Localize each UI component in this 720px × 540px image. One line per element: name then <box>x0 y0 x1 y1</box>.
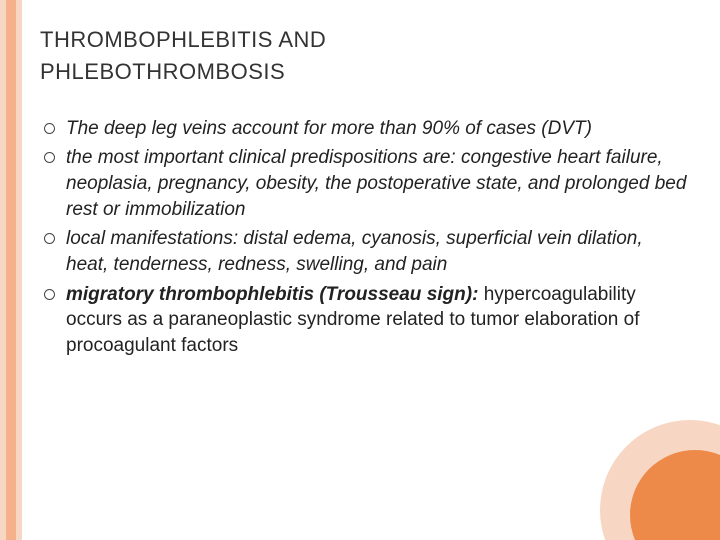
list-item: local manifestations: distal edema, cyan… <box>40 226 690 277</box>
left-accent-stripe-inner <box>6 0 16 540</box>
list-item: the most important clinical predispositi… <box>40 145 690 222</box>
bullet-bold-lead: migratory thrombophlebitis (Trousseau si… <box>66 284 484 305</box>
slide-content: THROMBOPHLEBITIS AND PHLEBOTHROMBOSIS Th… <box>40 24 690 363</box>
bullet-text: the most important clinical predispositi… <box>66 147 686 219</box>
list-item: The deep leg veins account for more than… <box>40 116 690 142</box>
list-item: migratory thrombophlebitis (Trousseau si… <box>40 282 690 359</box>
title-line-2: PHLEBOTHROMBOSIS <box>40 59 285 84</box>
bullet-text: The deep leg veins account for more than… <box>66 118 592 139</box>
title-line-1: THROMBOPHLEBITIS AND <box>40 27 326 52</box>
bullet-text: local manifestations: distal edema, cyan… <box>66 228 643 275</box>
bullet-list: The deep leg veins account for more than… <box>40 116 690 359</box>
slide-title: THROMBOPHLEBITIS AND PHLEBOTHROMBOSIS <box>40 24 690 88</box>
